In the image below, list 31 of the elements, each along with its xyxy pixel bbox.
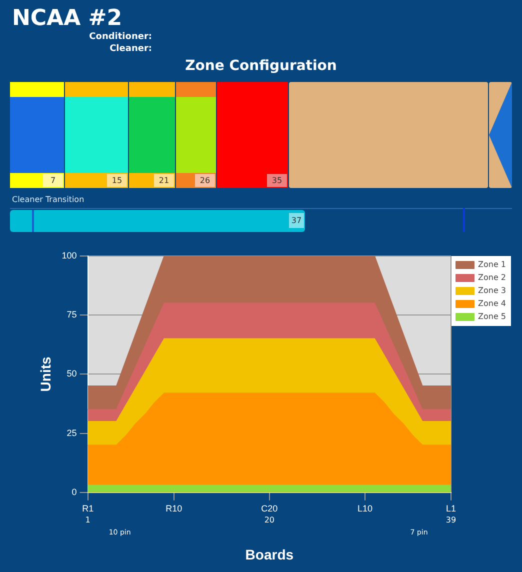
legend-label: Zone 4 — [478, 299, 506, 308]
x-tick-label: R10 — [166, 503, 182, 514]
x-axis-title: Boards — [245, 546, 294, 562]
x-tick-label: C20 — [261, 503, 278, 514]
legend-label: Zone 2 — [478, 273, 506, 282]
text: 37 — [289, 213, 304, 228]
x-tick-label: L1 — [446, 503, 456, 514]
text: 1 — [85, 515, 90, 524]
y-tick-label: 50 — [66, 368, 77, 379]
text: Zone Configuration — [184, 58, 338, 74]
y-tick-label: 25 — [66, 428, 77, 438]
legend-label: Zone 3 — [478, 286, 506, 296]
x-tick-label: R1 — [82, 503, 94, 514]
text: 15 — [107, 174, 127, 187]
text: 39 — [446, 515, 456, 524]
text: Cleaner: — [110, 44, 152, 54]
y-tick-label: 0 — [72, 486, 77, 497]
text: NCAA #2 — [12, 6, 124, 31]
y-axis-title: Units — [37, 356, 54, 392]
text: 7 — [43, 174, 63, 187]
text: 20 — [264, 515, 274, 524]
text: 21 — [154, 174, 174, 187]
y-tick-label: 75 — [66, 310, 77, 320]
text: 26 — [195, 174, 215, 187]
legend-label: Zone 5 — [478, 312, 506, 322]
legend-label: Zone 1 — [478, 260, 506, 270]
text: Conditioner: — [89, 32, 152, 42]
text: Cleaner Transition — [12, 195, 84, 204]
y-tick-label: 100 — [62, 250, 77, 260]
x-tick-label: L10 — [357, 503, 372, 514]
text: 35 — [267, 174, 287, 187]
